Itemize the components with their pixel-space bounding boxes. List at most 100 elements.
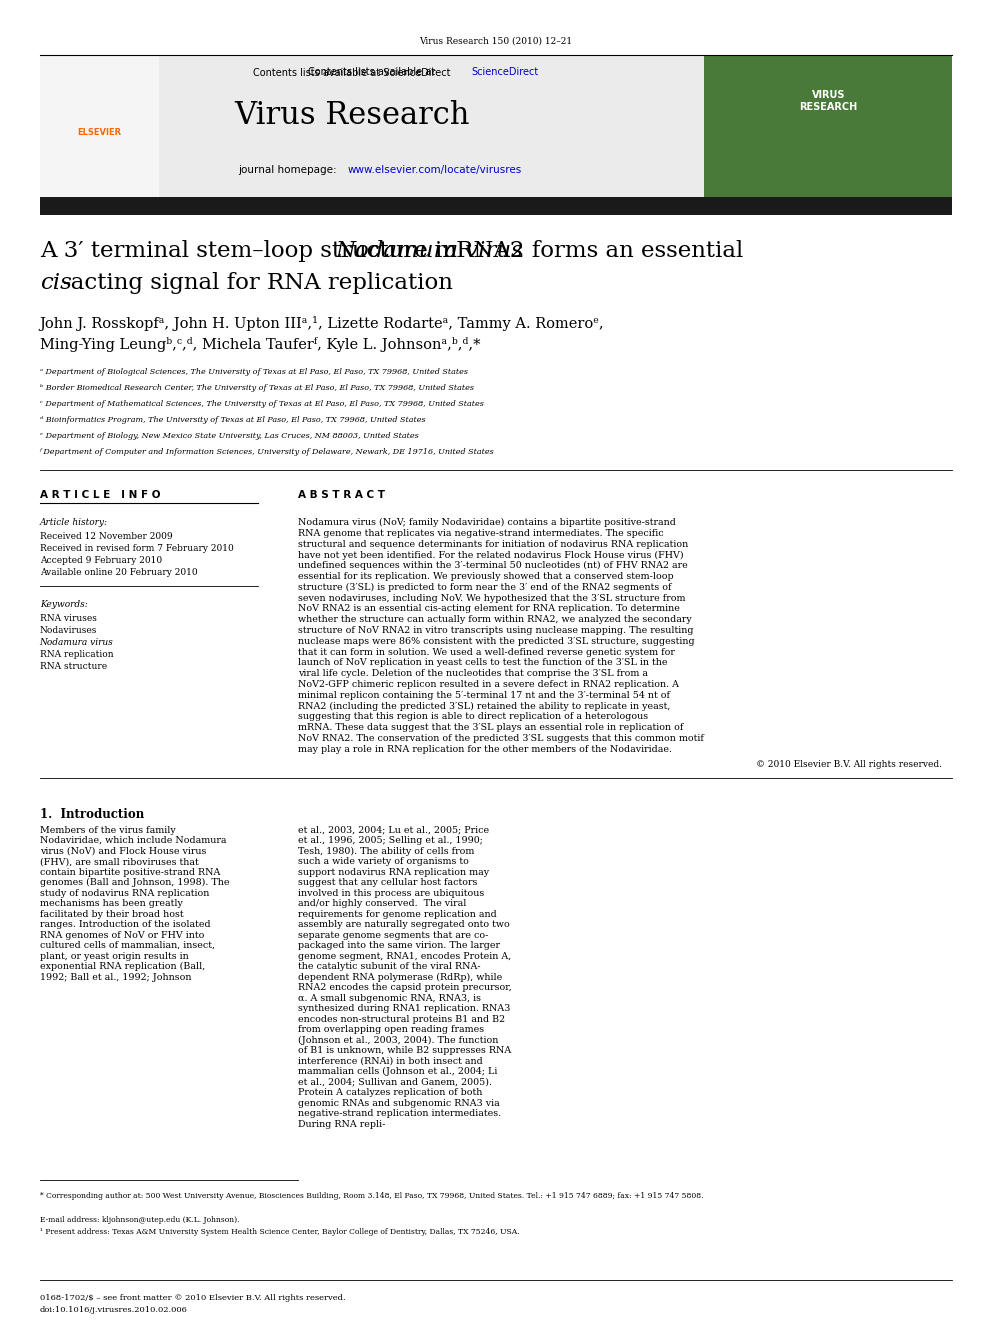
Text: E-mail address: kljohnson@utep.edu (K.L. Johnson).: E-mail address: kljohnson@utep.edu (K.L.… <box>40 1216 239 1224</box>
Text: © 2010 Elsevier B.V. All rights reserved.: © 2010 Elsevier B.V. All rights reserved… <box>756 759 942 769</box>
Text: Virus Research 150 (2010) 12–21: Virus Research 150 (2010) 12–21 <box>420 37 572 46</box>
Text: genomes (Ball and Johnson, 1998). The: genomes (Ball and Johnson, 1998). The <box>40 878 229 888</box>
Text: may play a role in RNA replication for the other members of the Nodaviridae.: may play a role in RNA replication for t… <box>298 745 672 754</box>
Text: whether the structure can actually form within RNA2, we analyzed the secondary: whether the structure can actually form … <box>298 615 691 624</box>
Text: A 3′ terminal stem–loop structure in: A 3′ terminal stem–loop structure in <box>40 239 464 262</box>
Text: RNA2 forms an essential: RNA2 forms an essential <box>449 239 744 262</box>
Text: (FHV), are small riboviruses that: (FHV), are small riboviruses that <box>40 857 198 867</box>
Text: Nodaviridae, which include Nodamura: Nodaviridae, which include Nodamura <box>40 836 226 845</box>
Text: et al., 1996, 2005; Selling et al., 1990;: et al., 1996, 2005; Selling et al., 1990… <box>298 836 482 845</box>
Text: assembly are naturally segregated onto two: assembly are naturally segregated onto t… <box>298 919 509 929</box>
Text: Received 12 November 2009: Received 12 November 2009 <box>40 532 173 541</box>
Text: ScienceDirect: ScienceDirect <box>471 67 539 77</box>
Text: ᵈ Bioinformatics Program, The University of Texas at El Paso, El Paso, TX 79968,: ᵈ Bioinformatics Program, The University… <box>40 415 426 423</box>
Text: and/or highly conserved.  The viral: and/or highly conserved. The viral <box>298 900 466 908</box>
Text: ᶜ Department of Mathematical Sciences, The University of Texas at El Paso, El Pa: ᶜ Department of Mathematical Sciences, T… <box>40 400 483 407</box>
Text: genomic RNAs and subgenomic RNA3 via: genomic RNAs and subgenomic RNA3 via <box>298 1098 499 1107</box>
Text: ᶠ Department of Computer and Information Sciences, University of Delaware, Newar: ᶠ Department of Computer and Information… <box>40 448 494 456</box>
Text: Received in revised form 7 February 2010: Received in revised form 7 February 2010 <box>40 544 233 553</box>
Text: ᵇ Border Biomedical Research Center, The University of Texas at El Paso, El Paso: ᵇ Border Biomedical Research Center, The… <box>40 384 474 392</box>
Text: Nodaviruses: Nodaviruses <box>40 626 97 635</box>
Text: seven nodaviruses, including NoV. We hypothesized that the 3′SL structure from: seven nodaviruses, including NoV. We hyp… <box>298 594 685 602</box>
Text: journal homepage:: journal homepage: <box>238 165 340 175</box>
Text: Article history:: Article history: <box>40 519 108 527</box>
Text: RNA structure: RNA structure <box>40 662 107 671</box>
Text: separate genome segments that are co-: separate genome segments that are co- <box>298 930 488 939</box>
Text: Keywords:: Keywords: <box>40 601 87 609</box>
Bar <box>40 56 159 200</box>
Text: requirements for genome replication and: requirements for genome replication and <box>298 910 496 918</box>
Text: ¹ Present address: Texas A&M University System Health Science Center, Baylor Col: ¹ Present address: Texas A&M University … <box>40 1228 519 1236</box>
Text: -acting signal for RNA replication: -acting signal for RNA replication <box>63 273 453 294</box>
Text: During RNA repli-: During RNA repli- <box>298 1119 385 1129</box>
Text: have not yet been identified. For the related nodavirus Flock House virus (FHV): have not yet been identified. For the re… <box>298 550 683 560</box>
Text: facilitated by their broad host: facilitated by their broad host <box>40 910 184 918</box>
Text: Tesh, 1980). The ability of cells from: Tesh, 1980). The ability of cells from <box>298 847 474 856</box>
Text: interference (RNAi) in both insect and: interference (RNAi) in both insect and <box>298 1057 482 1065</box>
Text: NoV RNA2 is an essential cis-acting element for RNA replication. To determine: NoV RNA2 is an essential cis-acting elem… <box>298 605 680 614</box>
Text: ᵃ Department of Biological Sciences, The University of Texas at El Paso, El Paso: ᵃ Department of Biological Sciences, The… <box>40 368 467 376</box>
Text: minimal replicon containing the 5′-terminal 17 nt and the 3′-terminal 54 nt of: minimal replicon containing the 5′-termi… <box>298 691 670 700</box>
Text: (Johnson et al., 2003, 2004). The function: (Johnson et al., 2003, 2004). The functi… <box>298 1036 498 1045</box>
Text: mammalian cells (Johnson et al., 2004; Li: mammalian cells (Johnson et al., 2004; L… <box>298 1068 497 1076</box>
Bar <box>704 56 952 200</box>
Text: cis: cis <box>40 273 71 294</box>
Text: doi:10.1016/j.virusres.2010.02.006: doi:10.1016/j.virusres.2010.02.006 <box>40 1306 187 1314</box>
Text: 0168-1702/$ – see front matter © 2010 Elsevier B.V. All rights reserved.: 0168-1702/$ – see front matter © 2010 El… <box>40 1294 345 1302</box>
Text: Contents lists available at: Contents lists available at <box>308 67 437 77</box>
Text: exponential RNA replication (Ball,: exponential RNA replication (Ball, <box>40 962 205 971</box>
Text: Virus Research: Virus Research <box>234 101 470 131</box>
Text: viral life cycle. Deletion of the nucleotides that comprise the 3′SL from a: viral life cycle. Deletion of the nucleo… <box>298 669 648 679</box>
Text: Nodamura virus: Nodamura virus <box>335 239 523 262</box>
Text: such a wide variety of organisms to: such a wide variety of organisms to <box>298 857 468 867</box>
Text: RNA genome that replicates via negative-strand intermediates. The specific: RNA genome that replicates via negative-… <box>298 529 664 538</box>
Text: RNA replication: RNA replication <box>40 650 113 659</box>
Text: suggest that any cellular host factors: suggest that any cellular host factors <box>298 878 477 888</box>
Text: virus (NoV) and Flock House virus: virus (NoV) and Flock House virus <box>40 847 206 856</box>
Text: Protein A catalyzes replication of both: Protein A catalyzes replication of both <box>298 1088 482 1097</box>
Text: contain bipartite positive-strand RNA: contain bipartite positive-strand RNA <box>40 868 220 877</box>
Text: 1992; Ball et al., 1992; Johnson: 1992; Ball et al., 1992; Johnson <box>40 972 191 982</box>
Text: ranges. Introduction of the isolated: ranges. Introduction of the isolated <box>40 919 210 929</box>
Text: NoV2-GFP chimeric replicon resulted in a severe defect in RNA2 replication. A: NoV2-GFP chimeric replicon resulted in a… <box>298 680 679 689</box>
Text: * Corresponding author at: 500 West University Avenue, Biosciences Building, Roo: * Corresponding author at: 500 West Univ… <box>40 1192 703 1200</box>
Text: study of nodavirus RNA replication: study of nodavirus RNA replication <box>40 889 209 897</box>
Text: nuclease maps were 86% consistent with the predicted 3′SL structure, suggesting: nuclease maps were 86% consistent with t… <box>298 636 694 646</box>
Text: John J. Rosskopfᵃ, John H. Upton IIIᵃ,¹, Lizette Rodarteᵃ, Tammy A. Romeroᵉ,: John J. Rosskopfᵃ, John H. Upton IIIᵃ,¹,… <box>40 316 604 331</box>
Text: essential for its replication. We previously showed that a conserved stem-loop: essential for its replication. We previo… <box>298 572 674 581</box>
Text: launch of NoV replication in yeast cells to test the function of the 3′SL in the: launch of NoV replication in yeast cells… <box>298 659 667 667</box>
Text: genome segment, RNA1, encodes Protein A,: genome segment, RNA1, encodes Protein A, <box>298 951 511 960</box>
Text: Members of the virus family: Members of the virus family <box>40 826 176 835</box>
Text: A R T I C L E   I N F O: A R T I C L E I N F O <box>40 490 160 500</box>
Text: from overlapping open reading frames: from overlapping open reading frames <box>298 1025 484 1035</box>
Text: Nodamura virus (NoV; family Nodaviridae) contains a bipartite positive-strand: Nodamura virus (NoV; family Nodaviridae)… <box>298 519 676 527</box>
Text: synthesized during RNA1 replication. RNA3: synthesized during RNA1 replication. RNA… <box>298 1004 510 1013</box>
Text: A B S T R A C T: A B S T R A C T <box>298 490 385 500</box>
Text: VIRUS
RESEARCH: VIRUS RESEARCH <box>800 90 857 111</box>
Text: α. A small subgenomic RNA, RNA3, is: α. A small subgenomic RNA, RNA3, is <box>298 994 480 1003</box>
Text: ᵉ Department of Biology, New Mexico State University, Las Cruces, NM 88003, Unit: ᵉ Department of Biology, New Mexico Stat… <box>40 433 419 441</box>
Text: that it can form in solution. We used a well-defined reverse genetic system for: that it can form in solution. We used a … <box>298 647 675 656</box>
Text: packaged into the same virion. The larger: packaged into the same virion. The large… <box>298 941 500 950</box>
Text: NoV RNA2. The conservation of the predicted 3′SL suggests that this common motif: NoV RNA2. The conservation of the predic… <box>298 734 703 744</box>
Text: plant, or yeast origin results in: plant, or yeast origin results in <box>40 951 188 960</box>
Text: suggesting that this region is able to direct replication of a heterologous: suggesting that this region is able to d… <box>298 712 648 721</box>
Text: Available online 20 February 2010: Available online 20 February 2010 <box>40 568 197 577</box>
Text: mRNA. These data suggest that the 3′SL plays an essential role in replication of: mRNA. These data suggest that the 3′SL p… <box>298 724 682 732</box>
Text: mechanisms has been greatly: mechanisms has been greatly <box>40 900 183 908</box>
Text: structural and sequence determinants for initiation of nodavirus RNA replication: structural and sequence determinants for… <box>298 540 687 549</box>
Text: cultured cells of mammalian, insect,: cultured cells of mammalian, insect, <box>40 941 214 950</box>
Text: RNA2 encodes the capsid protein precursor,: RNA2 encodes the capsid protein precurso… <box>298 983 511 992</box>
Text: support nodavirus RNA replication may: support nodavirus RNA replication may <box>298 868 489 877</box>
Text: negative-strand replication intermediates.: negative-strand replication intermediate… <box>298 1109 501 1118</box>
Text: RNA2 (including the predicted 3′SL) retained the ability to replicate in yeast,: RNA2 (including the predicted 3′SL) reta… <box>298 701 670 710</box>
Text: Contents lists available at ScienceDirect: Contents lists available at ScienceDirec… <box>253 67 451 78</box>
Text: structure of NoV RNA2 in vitro transcripts using nuclease mapping. The resulting: structure of NoV RNA2 in vitro transcrip… <box>298 626 693 635</box>
Text: ELSEVIER: ELSEVIER <box>77 128 121 138</box>
Text: dependent RNA polymerase (RdRp), while: dependent RNA polymerase (RdRp), while <box>298 972 502 982</box>
Text: RNA genomes of NoV or FHV into: RNA genomes of NoV or FHV into <box>40 930 204 939</box>
Text: of B1 is unknown, while B2 suppresses RNA: of B1 is unknown, while B2 suppresses RN… <box>298 1046 511 1056</box>
Text: et al., 2003, 2004; Lu et al., 2005; Price: et al., 2003, 2004; Lu et al., 2005; Pri… <box>298 826 489 835</box>
Text: RNA viruses: RNA viruses <box>40 614 96 623</box>
Text: Ming-Ying Leungᵇ,ᶜ,ᵈ, Michela Tauferᶠ, Kyle L. Johnsonᵃ,ᵇ,ᵈ,*: Ming-Ying Leungᵇ,ᶜ,ᵈ, Michela Tauferᶠ, K… <box>40 337 480 352</box>
